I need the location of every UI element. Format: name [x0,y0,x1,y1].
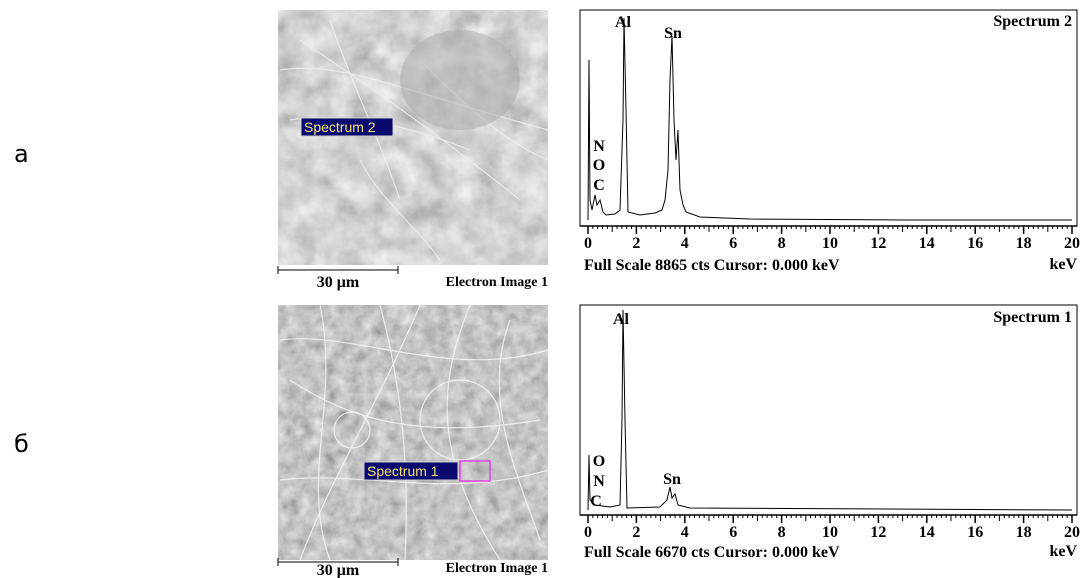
panel-label: б [14,430,29,458]
x-tick-label: 16 [967,524,983,541]
axis-unit: keV [1049,256,1077,273]
x-tick-label: 0 [584,524,592,541]
status-line: Full Scale 8865 cts Cursor: 0.000 keV [584,257,840,274]
peak-label: C [593,177,605,194]
x-tick-label: 10 [822,235,838,252]
image-caption: Electron Image 1 [446,275,548,290]
x-tick-label: 6 [729,235,737,252]
x-tick-label: 4 [681,524,689,541]
figure: а Spectrum 2 30 μm Electron Image 1 Spec… [0,0,1081,578]
sem-image: Spectrum 1 [278,305,548,560]
x-tick-label: 18 [1016,524,1032,541]
peak-label: Sn [663,471,681,488]
x-tick-label: 6 [729,524,737,541]
sem-image: Spectrum 2 [278,10,548,265]
status-line: Full Scale 6670 cts Cursor: 0.000 keV [584,544,840,561]
region-label: Spectrum 1 [367,463,439,479]
x-tick-label: 2 [632,235,640,252]
peak-label: Al [613,311,630,328]
x-tick-label: 18 [1016,235,1032,252]
image-caption: Electron Image 1 [446,561,548,576]
spectrum-title: Spectrum 2 [993,13,1072,30]
x-tick-label: 14 [919,235,935,252]
x-tick-label: 14 [919,524,935,541]
spectrum: Spectrum 1 Al Sn O N C Full Scale 6670 c… [580,305,1080,561]
x-tick-label: 8 [778,235,786,252]
x-tick-label: 8 [778,524,786,541]
x-tick-label: 20 [1064,235,1080,252]
peak-label: N [593,138,605,155]
panel-label: а [14,140,29,168]
x-tick-label: 20 [1064,524,1080,541]
peak-label: C [590,493,602,510]
scale-label: 30 μm [317,274,360,291]
region-label: Spectrum 2 [304,119,376,135]
peak-label: O [593,157,605,174]
axis-unit: keV [1049,543,1077,560]
x-tick-label: 16 [967,235,983,252]
x-tick-label: 2 [632,524,640,541]
x-tick-label: 10 [822,524,838,541]
x-tick-label: 4 [681,235,689,252]
x-tick-label: 12 [870,235,886,252]
peak-label: O [593,453,605,470]
scale-label: 30 μm [317,562,360,578]
x-tick-label: 12 [870,524,886,541]
spectrum-title: Spectrum 1 [993,309,1072,326]
x-tick-label: 0 [584,235,592,252]
peak-label: Al [615,14,632,31]
peak-label: Sn [664,25,682,42]
spectrum: Spectrum 2 Al Sn N O C Full Scale 8865 c… [580,10,1080,274]
peak-label: N [593,473,605,490]
